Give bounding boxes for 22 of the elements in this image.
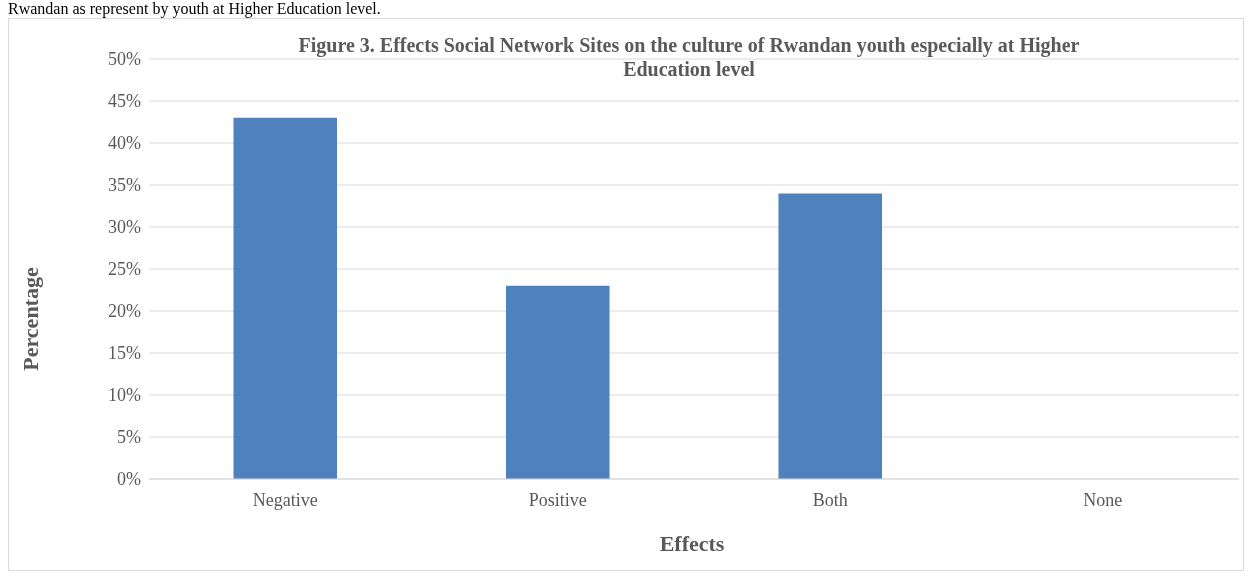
y-tick-label: 40%: [108, 133, 141, 154]
bar: [233, 117, 338, 479]
y-tick-label: 45%: [108, 91, 141, 112]
x-axis-title: Effects: [658, 531, 726, 557]
text: Rwandan as represent by youth at Higher Education level.: [8, 0, 381, 18]
x-tick-label: Positive: [528, 489, 587, 510]
y-tick-label: 25%: [108, 259, 141, 280]
x-tick-label: None: [1083, 489, 1123, 510]
x-tick-label: Both: [812, 489, 848, 510]
y-tick-label: 50%: [108, 49, 141, 70]
y-tick-label: 15%: [108, 343, 141, 364]
y-tick-label: 5%: [117, 427, 141, 448]
bar: [505, 285, 610, 479]
y-tick-label: 35%: [108, 175, 141, 196]
y-tick-label: 20%: [108, 301, 141, 322]
y-tick-label: 0%: [117, 469, 141, 490]
chart-title: Figure 3. Effects Social Network Sites on the culture of Rwandan youth especially at Higher Education level: [297, 33, 1081, 81]
x-tick-label: Negative: [252, 489, 318, 510]
y-axis-title: Percentage: [18, 267, 44, 371]
bar: [778, 193, 883, 479]
y-tick-label: 10%: [108, 385, 141, 406]
y-tick-label: 30%: [108, 217, 141, 238]
